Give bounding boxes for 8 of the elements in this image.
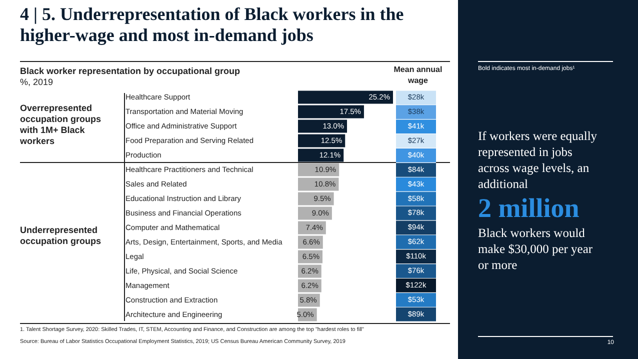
text: Overrepresented occupation groups with 1M+ Black workers — [20, 103, 102, 147]
text: Underrepresented occupation groups — [20, 225, 102, 247]
chart-title: 4 | 5. Underrepresentation of Black workers in the higher-wage and most in-demand jobs — [20, 4, 405, 46]
text: If workers were equally represented in jobs across wage levels, an additional — [478, 128, 598, 192]
text: Black workers would make $30,000 per year or more — [478, 225, 594, 273]
text: Black worker representation by occupational group %, 2019 — [20, 66, 240, 87]
chart-title: Mean annual wage — [393, 64, 443, 86]
text: 2 million — [478, 193, 580, 223]
